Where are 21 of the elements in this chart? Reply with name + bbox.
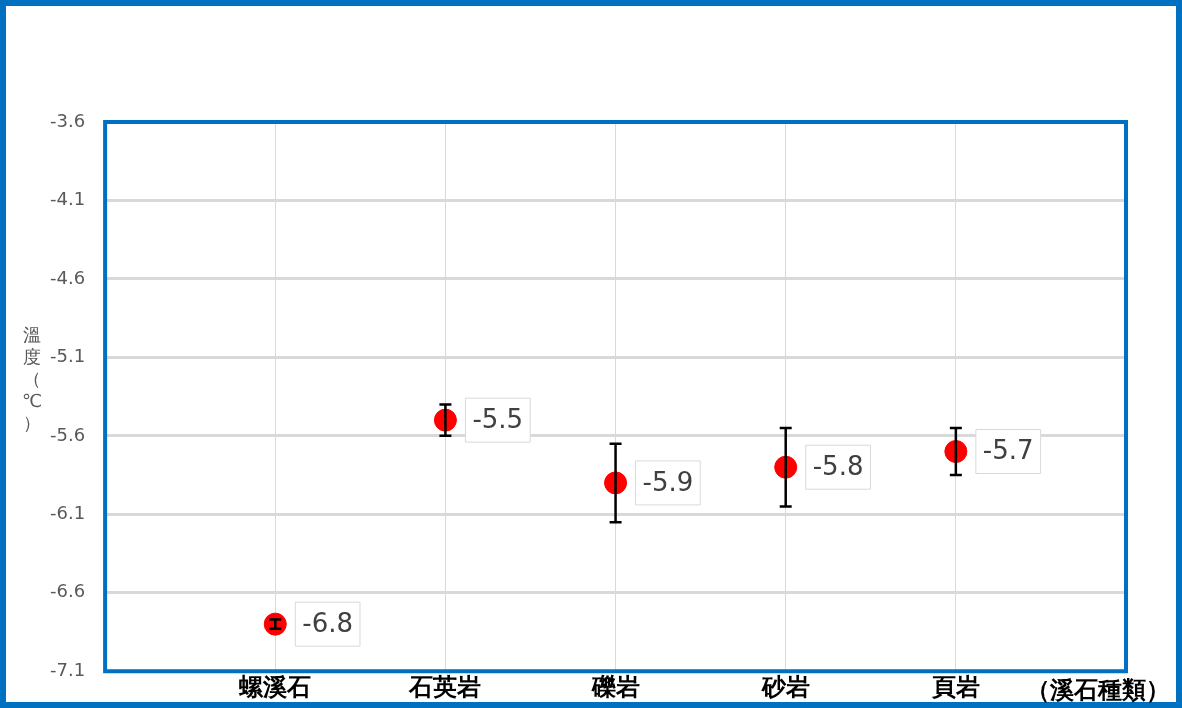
y-tick-label: -4.1 bbox=[50, 188, 86, 210]
y-tick-label: -5.6 bbox=[50, 423, 86, 445]
y-tick-label: -7.1 bbox=[50, 658, 86, 680]
x-axis-title: （溪石種類） bbox=[1026, 675, 1170, 705]
x-tick-label: 頁岩 bbox=[930, 671, 980, 701]
point bbox=[263, 612, 287, 636]
data-label: -6.8 bbox=[302, 607, 353, 638]
x-tick-label: 螺溪石 bbox=[238, 671, 312, 701]
y-tick-label: -5.1 bbox=[50, 345, 86, 367]
data-label: -5.9 bbox=[642, 466, 694, 497]
y-axis-title: 溫度（℃） bbox=[20, 324, 44, 434]
x-tick-label: 礫岩 bbox=[590, 671, 640, 701]
y-tick-label: -3.6 bbox=[50, 109, 86, 131]
data-label: -5.7 bbox=[982, 435, 1034, 466]
y-tick-label: -4.6 bbox=[50, 266, 86, 288]
y-tick-label: -6.6 bbox=[50, 580, 86, 602]
y-tick-label: -6.1 bbox=[50, 501, 86, 523]
x-tick-label: 砂岩 bbox=[760, 671, 810, 701]
data-label: -5.5 bbox=[472, 403, 524, 434]
data-label: -5.8 bbox=[812, 450, 864, 481]
x-tick-label: 石英岩 bbox=[408, 671, 482, 701]
